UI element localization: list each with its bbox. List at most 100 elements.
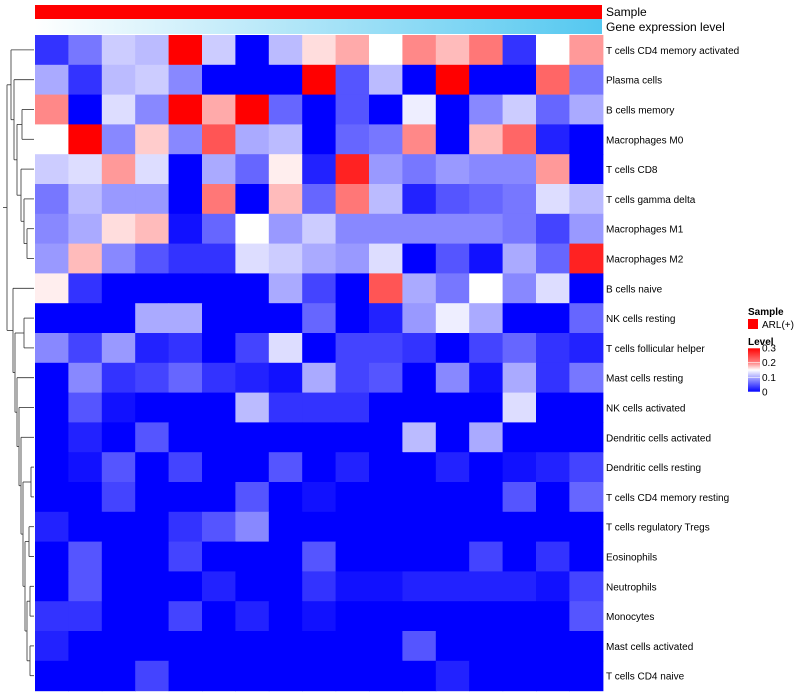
heatmap-cell <box>502 124 537 155</box>
heatmap-cell <box>569 660 604 692</box>
heatmap-cell <box>402 362 437 394</box>
row-label: Eosinophils <box>606 553 657 564</box>
heatmap-cell <box>302 154 337 185</box>
heatmap-cell <box>369 392 403 423</box>
heatmap-cell <box>469 392 504 423</box>
heatmap-cell <box>469 243 504 274</box>
heatmap-cell <box>435 184 470 215</box>
heatmap-cell <box>135 482 170 513</box>
heatmap-cell <box>502 303 537 334</box>
heatmap-cell <box>536 94 570 125</box>
heatmap-cell <box>335 64 370 96</box>
heatmap-cell <box>202 213 236 245</box>
heatmap-cell <box>101 213 136 245</box>
heatmap-cell <box>302 124 337 155</box>
heatmap-cell <box>302 541 337 572</box>
heatmap-cell <box>469 511 504 543</box>
heatmap-cell <box>235 64 270 96</box>
heatmap-cell <box>369 124 403 155</box>
heatmap-cell <box>469 482 504 513</box>
heatmap-cell <box>101 35 136 66</box>
heatmap-cell <box>68 333 103 364</box>
heatmap-cell <box>502 94 537 125</box>
heatmap-cell <box>569 243 604 274</box>
heatmap-cell <box>35 631 69 662</box>
heatmap-cell <box>536 392 570 423</box>
heatmap-cell <box>402 303 437 334</box>
heatmap-cell <box>268 303 303 334</box>
heatmap-cell <box>235 422 270 453</box>
heatmap-cell <box>435 243 470 274</box>
heatmap-cell <box>202 64 236 96</box>
heatmap-cell <box>335 541 370 572</box>
heatmap-cell <box>536 333 570 364</box>
heatmap-cell <box>569 392 604 423</box>
heatmap-cell <box>502 571 537 602</box>
heatmap-cell <box>35 422 69 453</box>
heatmap-cell <box>302 184 337 215</box>
heatmap-cell <box>68 124 103 155</box>
heatmap-cell <box>435 511 470 543</box>
heatmap-cell <box>402 154 437 185</box>
heatmap-cell <box>168 392 203 423</box>
heatmap-cell <box>435 571 470 602</box>
heatmap-cell <box>68 35 103 66</box>
heatmap-cell <box>502 601 537 632</box>
heatmap-cell <box>302 631 337 662</box>
heatmap-cell <box>35 94 69 125</box>
heatmap-cell <box>202 452 236 483</box>
heatmap-cell <box>502 362 537 394</box>
heatmap-cell <box>235 541 270 572</box>
heatmap-cell <box>402 184 437 215</box>
heatmap-cell <box>469 64 504 96</box>
heatmap-cell <box>302 362 337 394</box>
heatmap-cell <box>369 660 403 692</box>
row-label: Monocytes <box>606 612 654 623</box>
heatmap-cell <box>335 124 370 155</box>
heatmap-cell <box>569 154 604 185</box>
heatmap-cell <box>469 124 504 155</box>
legend-tick-label: 0.1 <box>762 373 776 384</box>
heatmap-cell <box>68 482 103 513</box>
heatmap-cell <box>101 303 136 334</box>
heatmap-cell <box>302 243 337 274</box>
heatmap-cell <box>68 64 103 96</box>
heatmap-cell <box>335 273 370 304</box>
heatmap-cell <box>335 452 370 483</box>
heatmap-cell <box>235 154 270 185</box>
heatmap-cell <box>302 571 337 602</box>
heatmap-cell <box>335 35 370 66</box>
expression-annotation-bar <box>35 19 602 34</box>
row-label: Macrophages M2 <box>606 255 684 266</box>
heatmap-cell <box>101 333 136 364</box>
heatmap-cell <box>335 601 370 632</box>
heatmap-cell <box>168 243 203 274</box>
heatmap-cell <box>235 184 270 215</box>
row-label: B cells memory <box>606 106 674 117</box>
row-label: Macrophages M0 <box>606 135 684 146</box>
heatmap-cell <box>168 273 203 304</box>
heatmap-cell <box>502 184 537 215</box>
heatmap-cell <box>202 571 236 602</box>
heatmap-cell <box>469 541 504 572</box>
heatmap-cell <box>168 362 203 394</box>
heatmap-cell <box>435 452 470 483</box>
heatmap-cell <box>268 660 303 692</box>
heatmap-cell <box>235 511 270 543</box>
heatmap-cell <box>435 362 470 394</box>
heatmap-cell <box>35 660 69 692</box>
heatmap-cell <box>402 392 437 423</box>
heatmap-cell <box>302 660 337 692</box>
heatmap-cell <box>335 422 370 453</box>
heatmap-cell <box>35 362 69 394</box>
row-label: Dendritic cells activated <box>606 433 711 444</box>
heatmap-cell <box>435 631 470 662</box>
heatmap-cell <box>268 601 303 632</box>
heatmap-cell <box>369 154 403 185</box>
heatmap-cell <box>302 422 337 453</box>
heatmap-cell <box>536 362 570 394</box>
heatmap-cell <box>502 541 537 572</box>
heatmap-cell <box>235 601 270 632</box>
heatmap-cell <box>202 362 236 394</box>
heatmap-cell <box>302 94 337 125</box>
